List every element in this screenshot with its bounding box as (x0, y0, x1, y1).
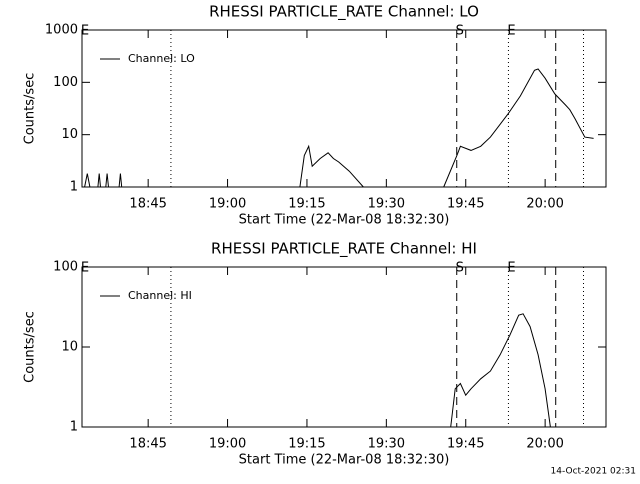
x-tick-label: 18:45 (129, 197, 166, 212)
x-tick-label: 19:15 (288, 437, 325, 452)
legend-label: Channel: LO (128, 52, 195, 65)
marker-label: E (507, 24, 515, 39)
y-tick-label: 1 (70, 180, 78, 195)
marker-label: E (507, 261, 515, 276)
plot-frame (81, 29, 607, 188)
x-tick-label: 19:15 (288, 197, 325, 212)
x-tick-label: 20:00 (526, 437, 563, 452)
y-axis-label: Counts/sec (23, 73, 38, 145)
x-tick-label: 20:00 (526, 197, 563, 212)
x-tick-label: 19:00 (209, 437, 246, 452)
y-tick-label: 10 (61, 340, 78, 355)
y-tick-label: 1000 (45, 23, 78, 38)
legend-label: Channel: HI (128, 289, 192, 302)
marker-label: E (81, 24, 89, 39)
footer: 14-Oct-2021 02:31 (551, 467, 636, 477)
data-line (84, 68, 594, 188)
x-tick-label: 19:30 (368, 437, 405, 452)
y-tick-label: 100 (53, 75, 78, 90)
chart-title: RHESSI PARTICLE_RATE Channel: LO (209, 3, 479, 22)
chart-title: RHESSI PARTICLE_RATE Channel: HI (211, 240, 477, 259)
marker-label: S (456, 24, 464, 39)
y-axis-label: Counts/sec (23, 311, 38, 383)
x-tick-label: 19:30 (368, 197, 405, 212)
x-tick-label: 18:45 (129, 437, 166, 452)
y-tick-label: 10 (61, 127, 78, 142)
x-axis-label: Start Time (22-Mar-08 18:32:30) (239, 213, 450, 228)
x-tick-label: 19:00 (209, 197, 246, 212)
y-tick-label: 100 (53, 260, 78, 275)
data-line (450, 313, 551, 428)
marker-label: E (81, 261, 89, 276)
x-axis-label: Start Time (22-Mar-08 18:32:30) (239, 453, 450, 468)
marker-label: S (456, 261, 464, 276)
y-tick-label: 1 (70, 420, 78, 435)
x-tick-label: 19:45 (447, 197, 484, 212)
x-tick-label: 19:45 (447, 437, 484, 452)
